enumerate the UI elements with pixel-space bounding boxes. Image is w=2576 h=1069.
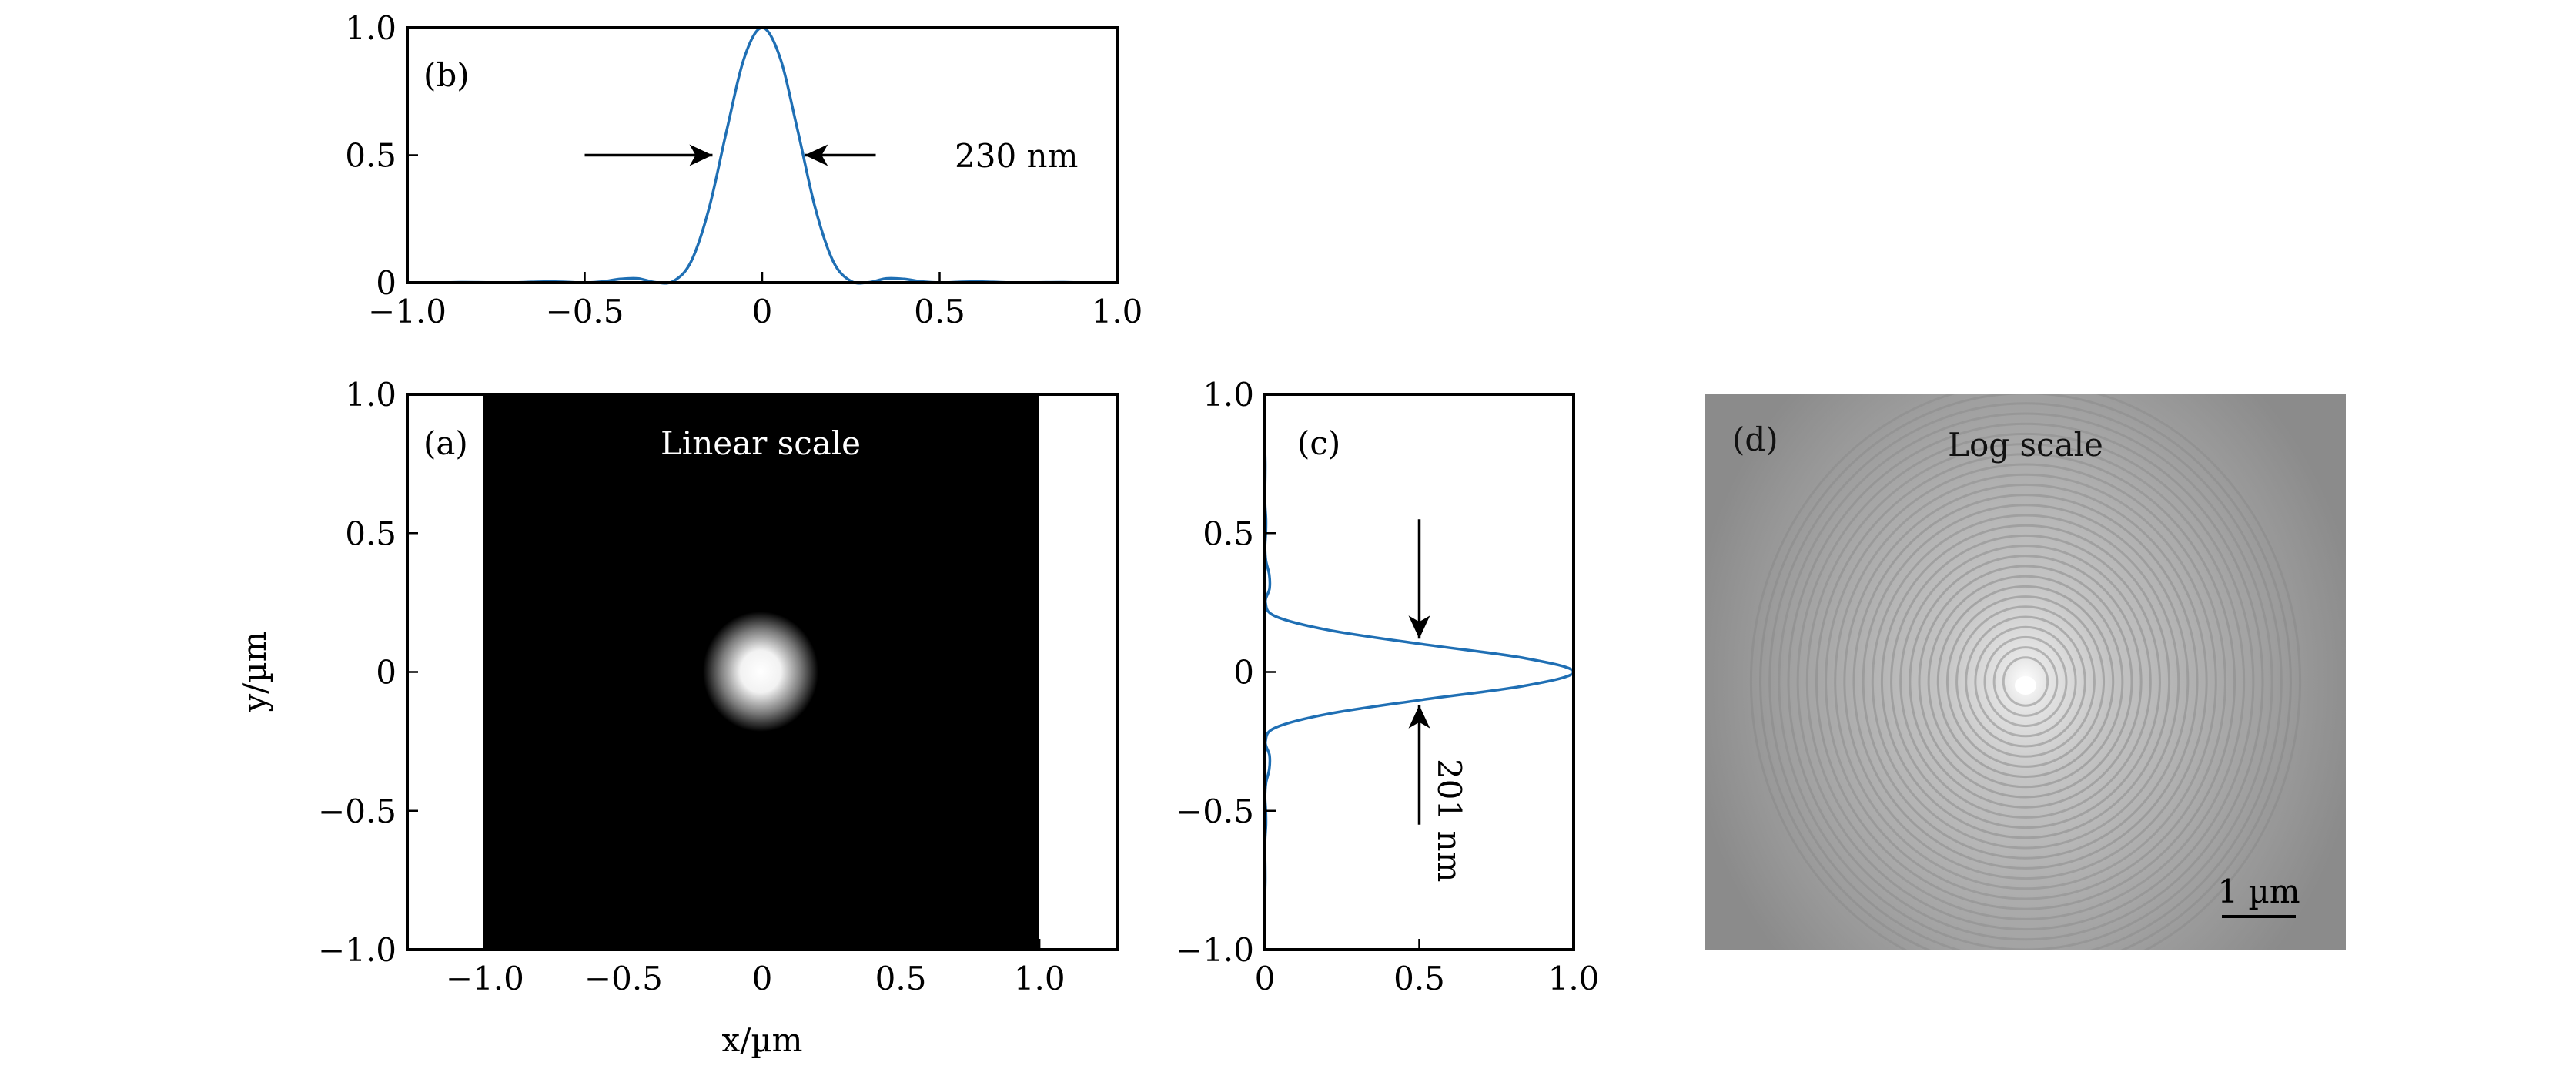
x-tick-label: 1.0 [1014, 960, 1066, 997]
diffraction-ring [1796, 432, 2255, 931]
diffraction-ring [1871, 514, 2180, 850]
diffraction-ring [1974, 625, 2077, 738]
diffraction-ring [1768, 402, 2283, 950]
diffraction-ring [1936, 585, 2115, 779]
diffraction-ring [1750, 394, 2301, 950]
focal-spot [703, 612, 818, 732]
y-tick-label: 0.5 [1203, 514, 1254, 552]
x-tick-label: −0.5 [584, 960, 663, 997]
x-tick-label: −0.5 [546, 293, 624, 330]
x-tick-label: 0 [1255, 960, 1276, 997]
panel-a-linear-image: (a) Linear scale x/µm y/µm −1.0 −0.5 0 0.5 1… [236, 376, 1119, 1059]
y-tick-label: −0.5 [1176, 793, 1254, 830]
diffraction-ring [1880, 524, 2171, 839]
diffraction-ring [1992, 646, 2059, 717]
y-tick-label: −1.0 [1176, 931, 1254, 969]
linear-scale-title: Linear scale [661, 424, 861, 462]
diffraction-ring [1787, 422, 2264, 941]
diffraction-ring [1899, 545, 2152, 819]
y-tick-label: 0 [1233, 654, 1254, 692]
diffraction-ring [1955, 605, 2096, 758]
fwhm-arrow-b-0-head [689, 144, 713, 166]
x-axis-label: x/µm [722, 1021, 803, 1059]
fwhm-arrow-b-1-head [805, 144, 828, 166]
y-axis-label: y/µm [236, 632, 273, 713]
diffraction-ring [1965, 615, 2086, 748]
y-tick-label: −0.5 [318, 793, 396, 830]
y-tick-label: 1.0 [345, 9, 396, 47]
log-glow [1705, 394, 2346, 950]
panel-b-profile-plot: (b) 230 nm −1.0 −0.5 0 0.5 1.0 0 0.5 1.0 [345, 9, 1142, 330]
x-tick-label: 0 [752, 960, 773, 997]
axes-frame [1263, 393, 1575, 951]
diffraction-ring [1843, 483, 2208, 880]
y-tick-label: 0.5 [345, 514, 396, 552]
diffraction-ring [1983, 635, 2068, 728]
diffraction-ring [1834, 473, 2217, 890]
panel-b-label: (b) [423, 56, 470, 94]
log-scale-title: Log scale [1948, 426, 2103, 464]
diffraction-ring [1945, 595, 2106, 768]
x-tick-label: 0.5 [875, 960, 927, 997]
x-tick-label: 0.5 [914, 293, 965, 330]
x-tick-label: 0 [752, 293, 773, 330]
profile-line-c [1263, 394, 1575, 950]
diffraction-ring [1778, 412, 2273, 950]
log-center-peak [2015, 676, 2036, 695]
y-tick-label: 1.0 [1203, 376, 1254, 414]
fwhm-arrow-c-0-head [1408, 615, 1430, 639]
x-tick-label: −1.0 [446, 960, 524, 997]
fwhm-label-c: 201 nm [1430, 759, 1468, 882]
diffraction-ring [2002, 656, 2049, 707]
x-tick-label: 0.5 [1393, 960, 1445, 997]
x-tick-label: 1.0 [1092, 293, 1143, 330]
y-tick-label: 0 [376, 264, 396, 302]
diffraction-ring [1805, 443, 2246, 920]
panel-d-label: (d) [1732, 421, 1778, 458]
y-tick-label: 0 [376, 654, 396, 692]
diffraction-ring [1918, 565, 2133, 799]
scale-bar-label: 1 µm [2217, 873, 2300, 910]
y-tick-label: 1.0 [345, 376, 396, 414]
fwhm-arrow-c-1-head [1408, 705, 1430, 729]
diffraction-ring [1909, 555, 2143, 809]
diffraction-ring [1890, 534, 2161, 829]
panel-a-label: (a) [423, 424, 468, 462]
diffraction-ring [1852, 494, 2199, 870]
panel-c-profile-plot: (c) 201 nm 0 0.5 1.0 −1.0 −0.5 0 0.5 1.0 [1176, 376, 1599, 997]
x-tick-label: 1.0 [1548, 960, 1600, 997]
diffraction-ring [1927, 575, 2124, 789]
panel-c-label: (c) [1297, 424, 1340, 462]
y-tick-label: 0.5 [345, 137, 396, 175]
diffraction-ring [1815, 453, 2236, 910]
x-tick-label: −1.0 [368, 293, 447, 330]
fwhm-label-b: 230 nm [955, 137, 1078, 175]
panel-d-log-image: (d) Log scale 1 µm [1705, 394, 2346, 950]
diffraction-ring [1862, 504, 2190, 860]
y-tick-label: −1.0 [318, 931, 396, 969]
diffraction-ring [1825, 463, 2226, 900]
diffraction-ring [1759, 394, 2292, 950]
